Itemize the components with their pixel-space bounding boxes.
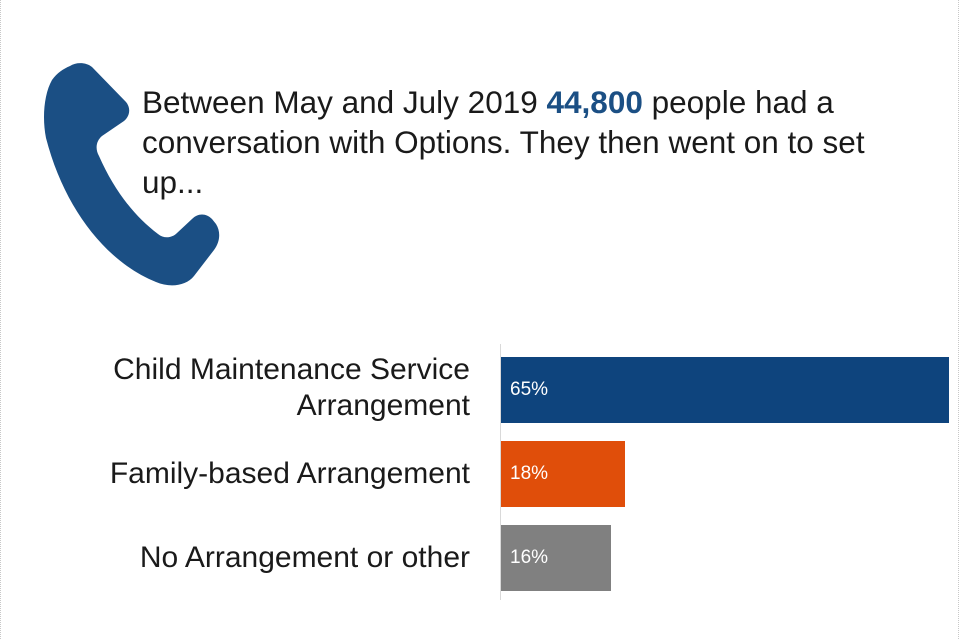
intro-text: Between May and July 2019 44,800 people … <box>142 82 932 202</box>
highlight-count: 44,800 <box>546 84 643 120</box>
bar-value-label-cms: 65% <box>510 379 549 400</box>
phone-icon <box>44 63 220 286</box>
chart-axis-line <box>500 344 501 600</box>
bar-value-label-family-based: 18% <box>510 463 549 484</box>
category-label-no-arrangement: No Arrangement or other <box>139 541 470 574</box>
intro-text-start: Between May and July 2019 <box>142 84 547 120</box>
category-label-cms: Child Maintenance Service Arrangement <box>113 353 470 422</box>
category-label-family-based: Family-based Arrangement <box>109 457 470 490</box>
bar-value-label-no-arrangement: 16% <box>510 547 549 568</box>
bar-no-arrangement: 16% <box>501 525 611 591</box>
bar-family-based: 18% <box>501 441 625 507</box>
bar-cms: 65% <box>501 357 949 423</box>
intro-text-end: people had a conversation with Options. … <box>142 84 865 200</box>
